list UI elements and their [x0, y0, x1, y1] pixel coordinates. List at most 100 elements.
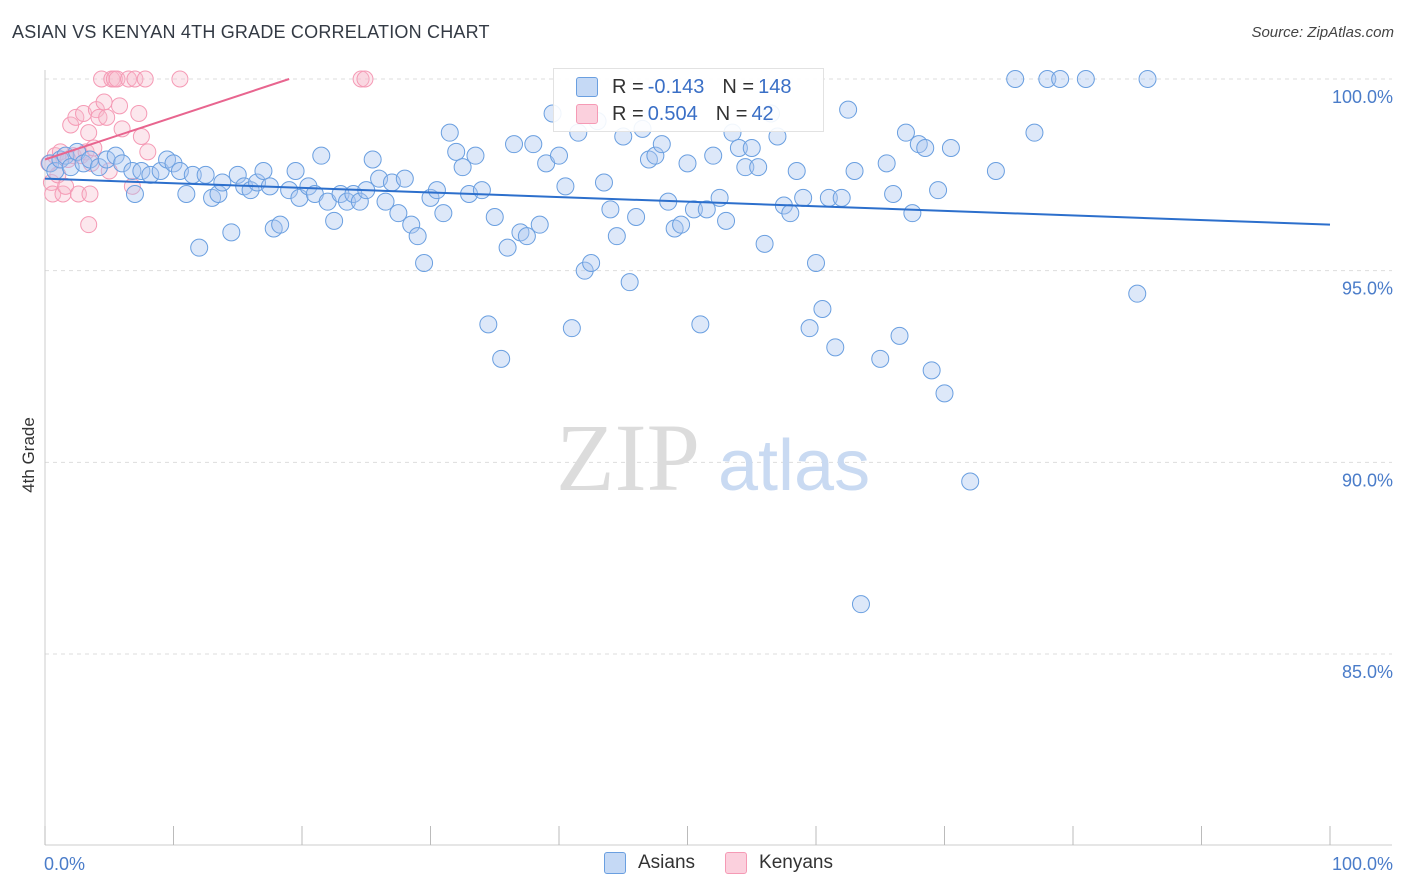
asian-point: [254, 162, 273, 180]
kenyan-trend-line: [44, 78, 290, 161]
asian-point: [113, 154, 132, 173]
asian-point: [177, 185, 196, 203]
asian-point: [524, 135, 543, 154]
asian-point: [498, 238, 517, 257]
y-tick-label: 95.0%: [1342, 279, 1393, 299]
asian-point: [717, 211, 736, 230]
legend-label-asians: Asians: [638, 852, 696, 873]
legend-n-value-kenyan: 42: [751, 102, 774, 125]
asian-point: [427, 181, 446, 200]
asian-point: [697, 200, 716, 219]
legend-n-label: N =: [722, 75, 755, 98]
kenyan-point: [81, 185, 99, 203]
asian-trend-line: [44, 177, 1331, 226]
kenyan-point: [171, 70, 189, 88]
kenyan-point: [111, 97, 129, 115]
asian-point: [916, 139, 935, 157]
axes: [44, 70, 1392, 846]
asian-point: [125, 185, 144, 203]
asian-point: [736, 158, 755, 177]
source-label: Source: ZipAtlas.com: [1251, 24, 1394, 41]
asian-point: [607, 227, 626, 246]
x-tick-label-start: 0.0%: [44, 854, 85, 874]
asian-point: [845, 162, 864, 180]
asian-point: [213, 173, 232, 192]
asian-point: [312, 146, 331, 165]
legend-item-asians[interactable]: Asians: [604, 852, 695, 874]
asian-point: [1038, 70, 1057, 88]
asian-point: [749, 158, 768, 177]
asian-point: [729, 139, 748, 157]
asian-point: [877, 154, 896, 173]
kenyan-point: [57, 177, 75, 195]
asian-point: [190, 238, 209, 257]
asian-point: [271, 215, 290, 234]
kenyan-point: [126, 70, 144, 88]
axis-labels: 100.0% 95.0% 90.0% 85.0% 0.0% 100.0% 4th Grade: [19, 87, 1393, 874]
legend-swatch-kenyans: [725, 852, 748, 874]
asian-point: [132, 162, 151, 180]
chart-title: ASIAN VS KENYAN 4TH GRADE CORRELATION CH…: [12, 22, 490, 42]
asian-point: [755, 234, 774, 253]
asian-point: [325, 211, 344, 230]
asian-point: [652, 135, 671, 154]
asian-point: [832, 188, 851, 207]
asian-point: [851, 595, 870, 614]
asian-point: [871, 349, 890, 368]
asian-point: [1051, 70, 1070, 88]
kenyan-point: [93, 70, 111, 88]
asian-point: [1025, 123, 1044, 142]
asian-point: [826, 338, 845, 357]
series-legend: Asians Kenyans: [604, 852, 863, 874]
asian-point: [363, 150, 382, 169]
asian-point: [447, 142, 466, 161]
kenyan-point: [80, 124, 98, 142]
asian-point: [672, 215, 691, 234]
kenyan-point: [139, 143, 157, 161]
asian-point: [89, 158, 108, 177]
legend-item-kenyans[interactable]: Kenyans: [725, 852, 833, 874]
asian-point: [402, 215, 421, 234]
asian-point: [646, 146, 665, 165]
asian-point: [562, 319, 581, 338]
asian-point: [781, 204, 800, 223]
kenyan-point: [100, 162, 118, 180]
kenyan-point: [352, 70, 370, 88]
asian-point: [1006, 70, 1025, 88]
kenyan-point: [132, 128, 150, 145]
kenyan-point: [80, 216, 98, 234]
asian-point: [620, 273, 639, 292]
asian-point: [466, 146, 485, 165]
asian-point: [1076, 70, 1095, 88]
kenyan-point: [67, 108, 85, 126]
asian-point: [350, 192, 369, 211]
asian-point: [986, 162, 1005, 180]
correlation-legend: R = -0.143 N = 148 R = 0.504 N = 42: [553, 68, 824, 132]
x-tick-label-end: 100.0%: [1332, 854, 1393, 874]
asian-point: [440, 123, 459, 142]
asian-point: [929, 181, 948, 200]
asian-points: [41, 70, 1157, 614]
asian-point: [453, 158, 472, 177]
asian-point: [627, 208, 646, 226]
legend-n-value-asian: 148: [758, 75, 792, 98]
asian-point: [794, 188, 813, 207]
asian-point: [807, 254, 825, 272]
kenyan-point: [44, 185, 62, 203]
y-tick-label: 90.0%: [1342, 470, 1393, 490]
legend-row-asian: R = -0.143 N = 148: [576, 74, 791, 100]
asian-point: [280, 181, 299, 200]
legend-swatch-asian: [576, 77, 598, 97]
asian-point: [1128, 284, 1147, 303]
kenyan-point: [98, 108, 116, 126]
asian-point: [935, 384, 954, 403]
asian-point: [903, 204, 922, 223]
asian-point: [839, 100, 858, 119]
asian-point: [922, 361, 941, 380]
asian-point: [550, 146, 568, 165]
asian-point: [530, 215, 549, 234]
asian-point: [691, 315, 710, 334]
asian-point: [556, 177, 575, 196]
asian-point: [787, 162, 806, 180]
